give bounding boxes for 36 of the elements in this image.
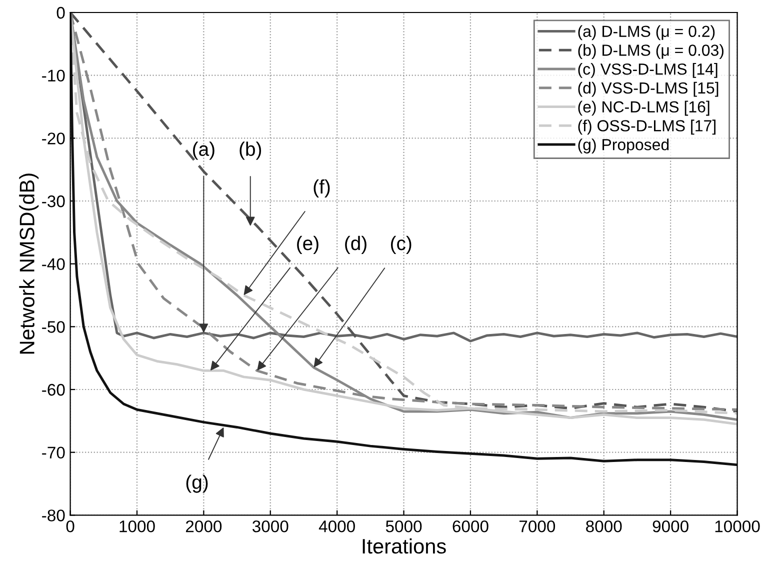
x-tick-label: 2000	[186, 520, 222, 532]
y-tick-label: 0	[56, 6, 65, 19]
legend-label: (f) OSS-D-LMS [17]	[578, 120, 716, 135]
y-tick-label: -80	[42, 510, 65, 522]
x-tick-label: 9000	[652, 520, 688, 532]
y-tick-label: -20	[42, 132, 65, 144]
annotation: (d)	[345, 236, 366, 254]
y-tick-label: -70	[42, 446, 65, 459]
legend-label: (g) Proposed	[578, 138, 669, 154]
legend-label: (e) NC-D-LMS [16]	[578, 100, 710, 116]
y-tick-label: -60	[42, 384, 65, 396]
x-tick-label: 8000	[586, 520, 622, 532]
legend-label: (b) D-LMS (μ = 0.03)	[578, 44, 724, 60]
x-tick-label: 5000	[386, 520, 422, 532]
legend-label: (d) VSS-D-LMS [15]	[578, 82, 718, 97]
annotation: (e)	[297, 236, 318, 254]
x-tick-label: 1000	[120, 520, 155, 532]
x-tick-label: 7000	[519, 520, 556, 532]
x-tick-label: 0	[66, 520, 74, 532]
annotation: (f)	[314, 179, 330, 198]
x-tick-label: 3000	[252, 520, 288, 532]
y-axis-title: Network NMSD(dB)	[19, 174, 39, 354]
x-tick-label: 4000	[318, 520, 355, 532]
legend-label: (a) D-LMS (μ = 0.2)	[578, 25, 715, 40]
annotation: (g)	[186, 474, 208, 493]
x-tick-label: 6000	[452, 520, 488, 532]
y-tick-label: -40	[42, 258, 65, 270]
y-tick-label: -10	[42, 70, 65, 82]
annotation: (c)	[390, 236, 412, 254]
y-tick-label: -30	[42, 195, 65, 208]
legend-label: (c) VSS-D-LMS [14]	[578, 63, 718, 78]
y-tick-label: -50	[42, 321, 65, 333]
annotation: (a)	[193, 142, 214, 160]
x-tick-label: 10000	[715, 520, 760, 532]
annotation: (b)	[240, 142, 262, 160]
x-axis-title: Iterations	[362, 538, 446, 554]
